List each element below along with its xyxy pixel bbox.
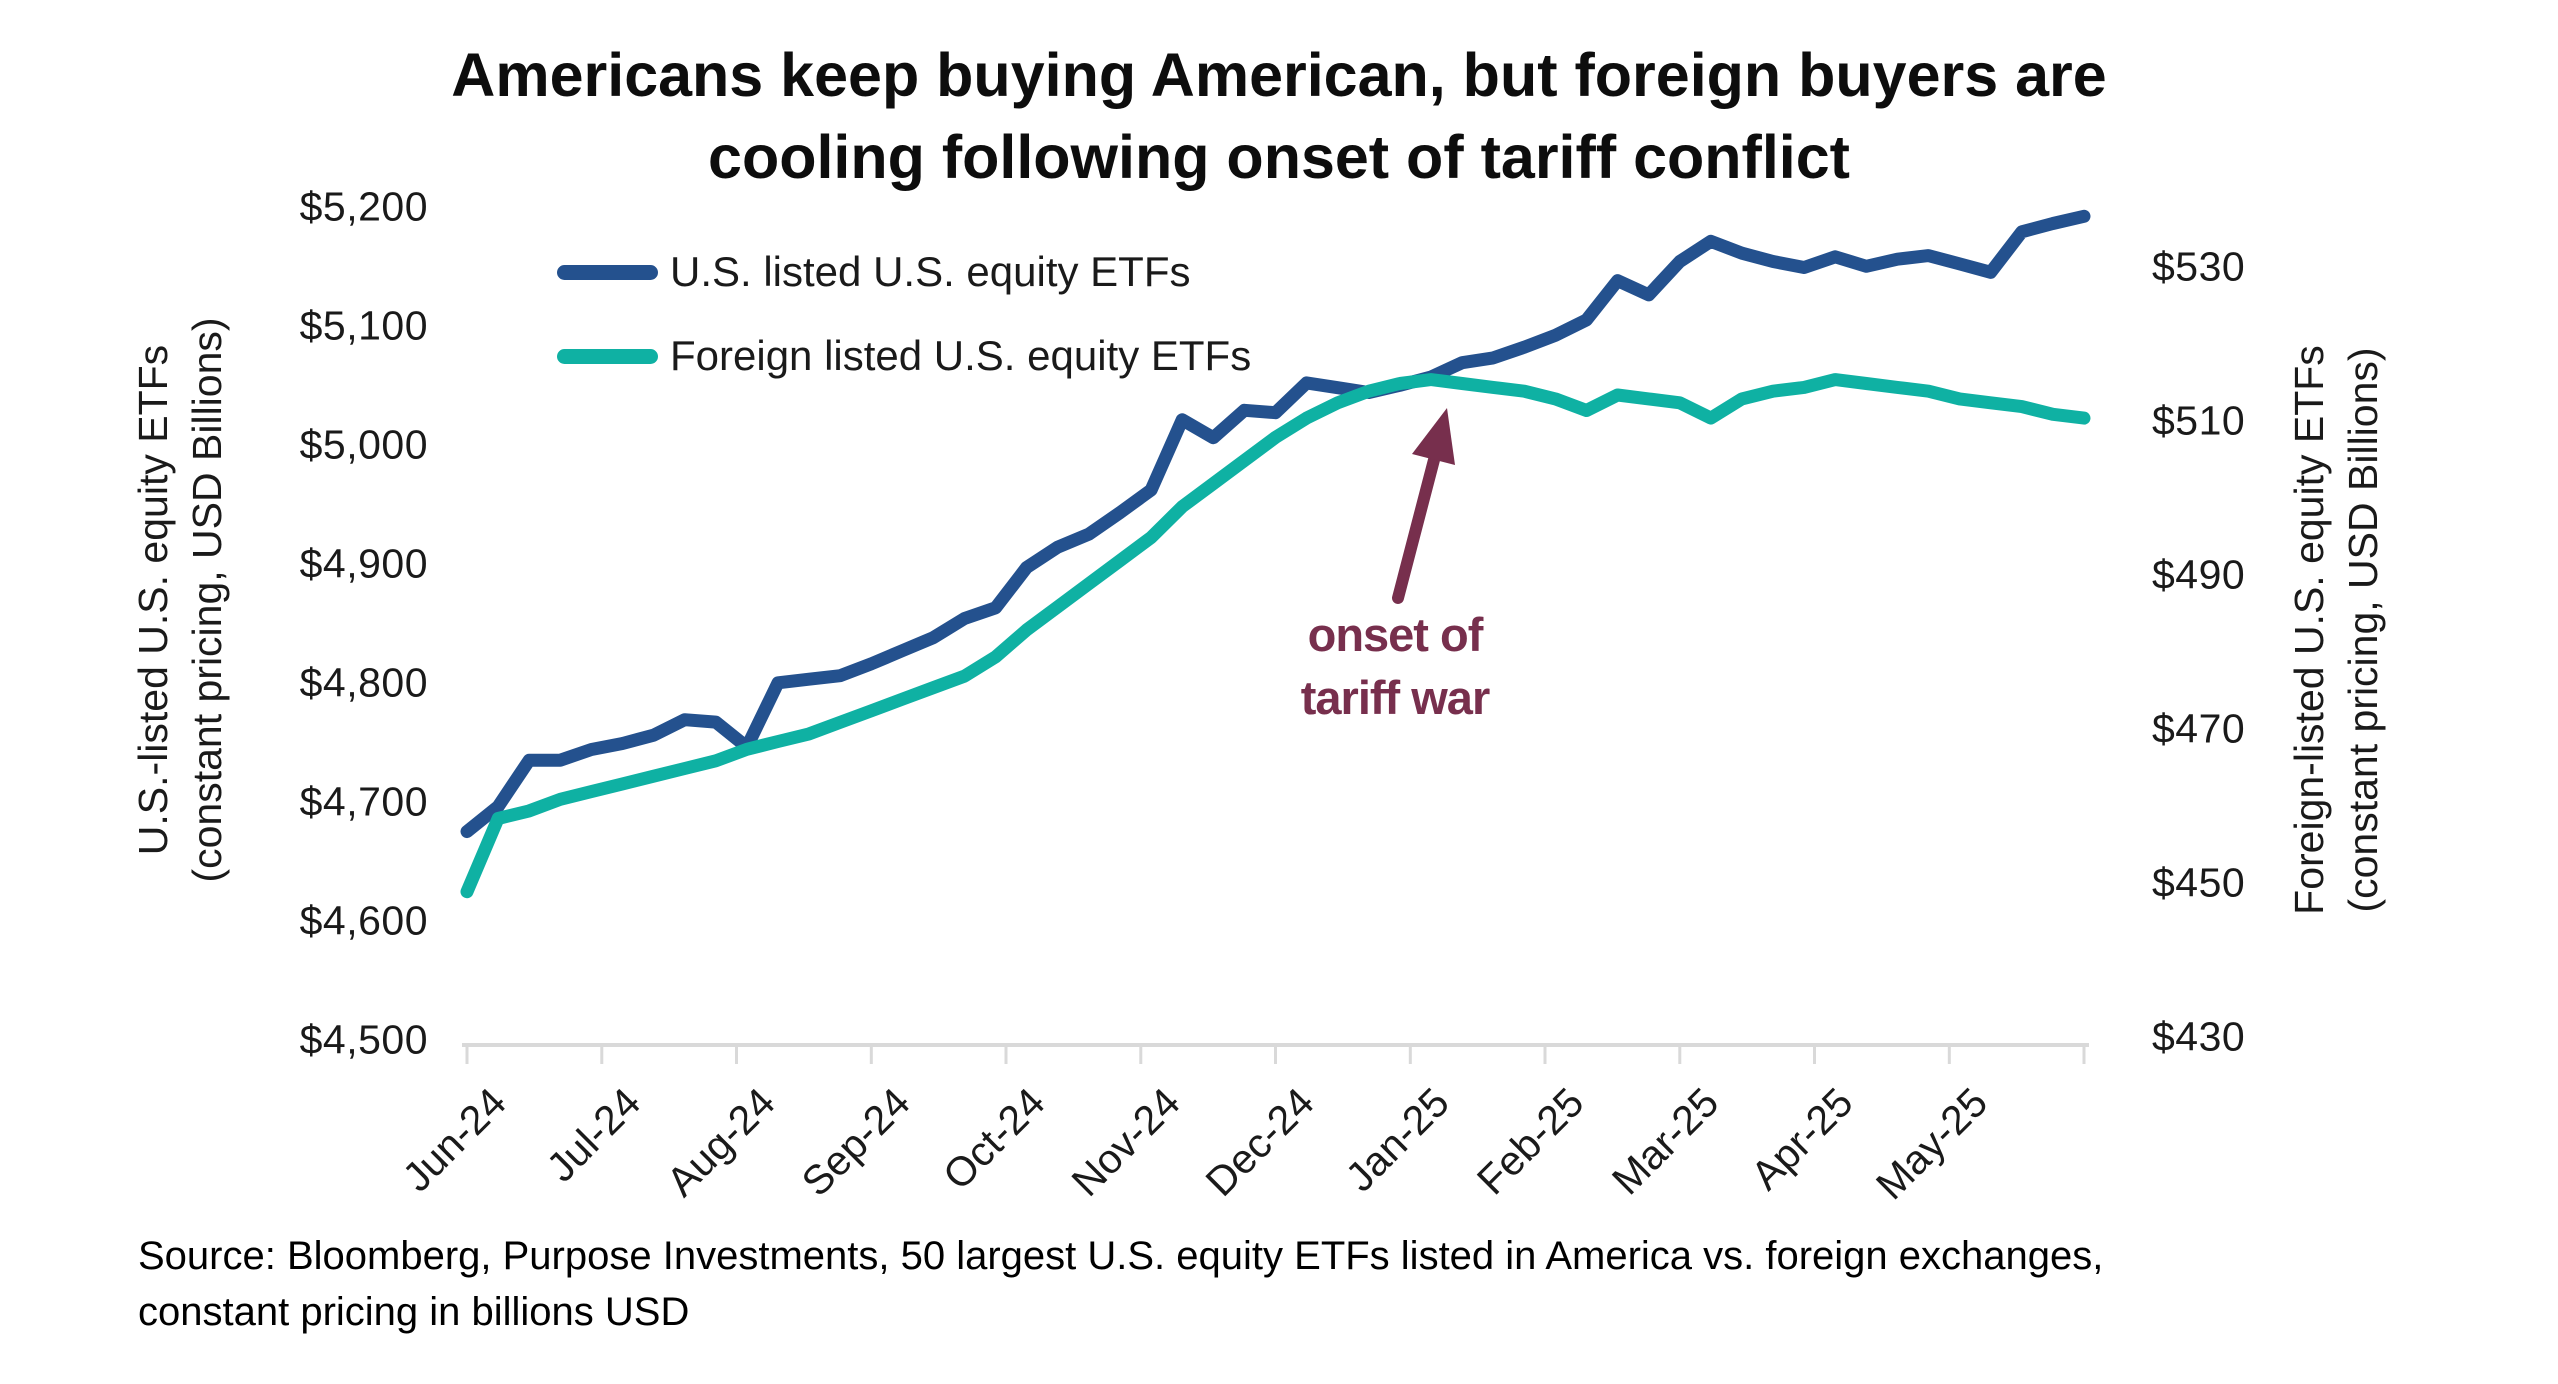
annotation-arrow-shaft <box>1392 450 1441 604</box>
left-axis-tick-label: $5,000 <box>299 421 428 468</box>
legend-entry-foreign-listed: Foreign listed U.S. equity ETFs <box>557 327 1251 385</box>
source-note: Source: Bloomberg, Purpose Investments, … <box>138 1228 2103 1340</box>
right-axis-tick-label: $530 <box>2152 243 2246 290</box>
right-axis-title-line-2: (constant pricing, USD Billions) <box>2340 347 2386 913</box>
left-axis-tick-label: $4,700 <box>299 778 428 825</box>
us-listed-series-line <box>460 209 2091 839</box>
annotation-line-2: tariff war <box>1300 671 1491 724</box>
chart-title-line-1: Americans keep buying American, but fore… <box>451 41 2107 109</box>
left-axis-title-line-2: (constant pricing, USD Billions) <box>184 317 230 883</box>
left-axis-tick-label: $4,500 <box>299 1016 428 1063</box>
legend-label: Foreign listed U.S. equity ETFs <box>670 332 1252 379</box>
right-axis-tick-label: $430 <box>2152 1013 2246 1060</box>
left-axis-tick-label: $5,100 <box>299 302 428 349</box>
chart-title: Americans keep buying American, but fore… <box>0 34 2558 198</box>
chart-title-line-2: cooling following onset of tariff confli… <box>708 123 1850 191</box>
right-axis-tick-label: $490 <box>2152 551 2246 598</box>
source-note-line-2: constant pricing in billions USD <box>138 1290 690 1334</box>
left-axis-tick-label: $5,200 <box>299 183 428 230</box>
legend-line-swatch <box>557 264 658 280</box>
foreign-listed-series-line <box>460 373 2091 899</box>
annotation-arrow-head <box>1412 408 1455 465</box>
left-axis-tick-label: $4,600 <box>299 897 428 944</box>
source-note-line-1: Source: Bloomberg, Purpose Investments, … <box>138 1234 2104 1278</box>
tariff-war-annotation: onset of tariff war <box>1235 603 1555 729</box>
right-axis-title-line-1: Foreign-listed U.S. equity ETFs <box>2286 345 2332 915</box>
right-axis-title: Foreign-listed U.S. equity ETFs (constan… <box>2282 180 2390 1080</box>
left-axis-tick-label: $4,900 <box>299 540 428 587</box>
right-axis-tick-label: $470 <box>2152 705 2246 752</box>
right-axis-tick-label: $450 <box>2152 859 2246 906</box>
left-axis-tick-label: $4,800 <box>299 659 428 706</box>
annotation-line-1: onset of <box>1307 608 1484 661</box>
legend-line-swatch <box>557 348 658 364</box>
legend-entry-us-listed: U.S. listed U.S. equity ETFs <box>557 243 1251 301</box>
annotation-arrow <box>1392 408 1455 604</box>
x-axis-tick-marks <box>465 1045 2086 1064</box>
chart-legend: U.S. listed U.S. equity ETFs Foreign list… <box>557 243 1251 411</box>
left-axis-title: U.S.-listed U.S. equity ETFs (constant p… <box>126 150 234 1050</box>
right-axis-tick-label: $510 <box>2152 397 2246 444</box>
left-axis-title-line-1: U.S.-listed U.S. equity ETFs <box>130 344 176 856</box>
legend-label: U.S. listed U.S. equity ETFs <box>670 248 1191 295</box>
